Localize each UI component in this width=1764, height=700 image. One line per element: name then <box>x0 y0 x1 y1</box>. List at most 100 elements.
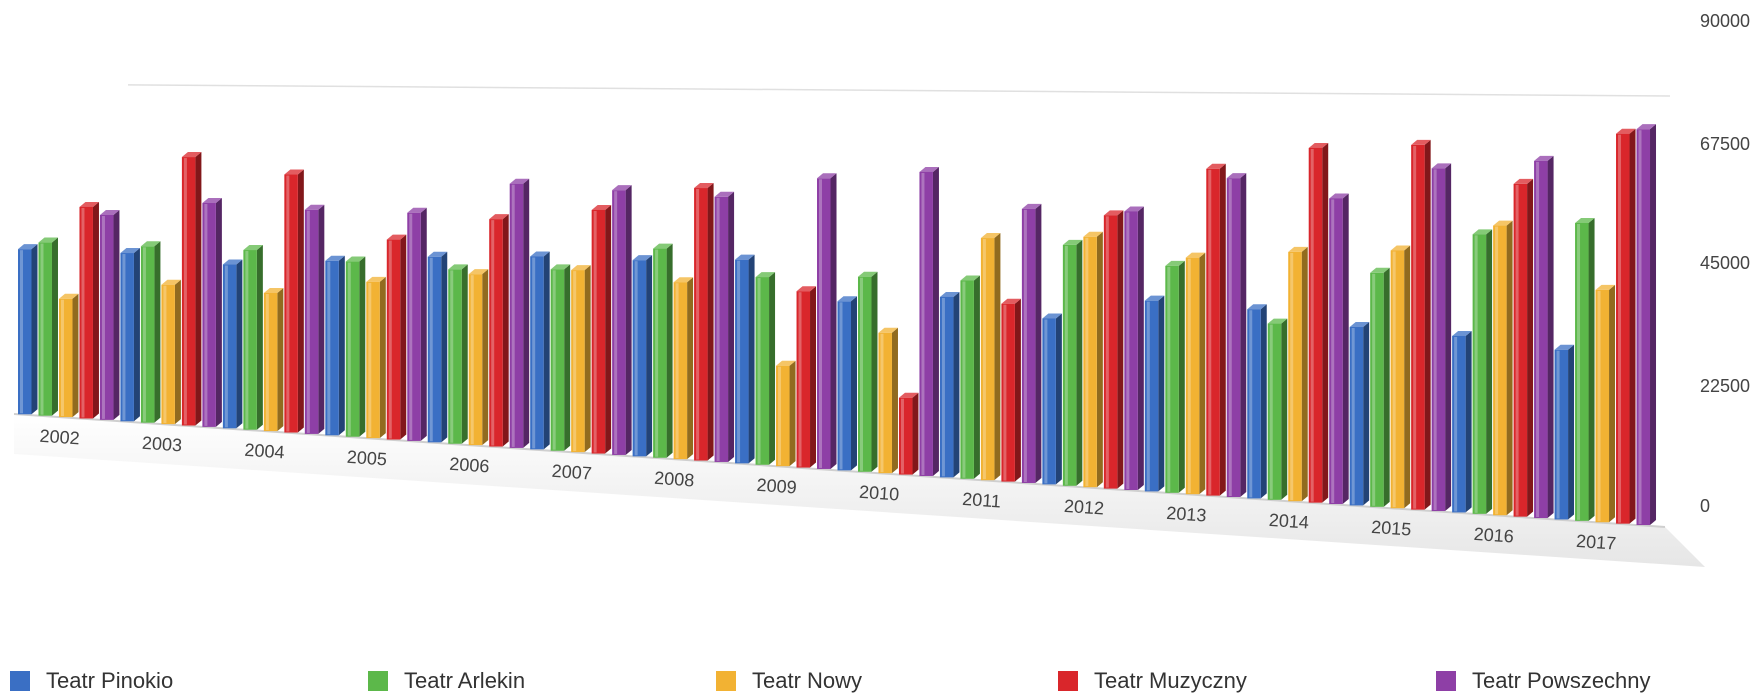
bar-teatr-pinokio-2007 <box>530 251 550 450</box>
bar-teatr-pinokio-2006 <box>427 251 448 443</box>
bar-teatr-pinokio-2003 <box>120 248 140 422</box>
chart-bars <box>18 124 1657 526</box>
bar-teatr-nowy-2010 <box>878 327 898 474</box>
bar-teatr-muzyczny-2004 <box>284 169 304 433</box>
bar-teatr-muzyczny-2005 <box>386 234 407 440</box>
legend-swatch-teatr-muzyczny <box>1058 671 1078 691</box>
bar-teatr-powszechny-2016 <box>1534 155 1554 519</box>
bar-teatr-powszechny-2010 <box>919 166 939 476</box>
bar-teatr-arlekin-2007 <box>550 264 571 451</box>
bar-teatr-arlekin-2014 <box>1267 318 1288 500</box>
bar-teatr-powszechny-2006 <box>509 178 530 448</box>
bar-teatr-pinokio-2009 <box>735 254 755 464</box>
bar-teatr-nowy-2008 <box>673 277 694 460</box>
bar-teatr-nowy-2005 <box>366 276 386 439</box>
bar-teatr-arlekin-2006 <box>448 264 468 444</box>
bar-teatr-powszechny-2012 <box>1124 206 1144 490</box>
bar-teatr-powszechny-2009 <box>817 173 837 469</box>
y-tick-22500: 22500 <box>1700 376 1750 396</box>
bar-teatr-powszechny-2017 <box>1636 124 1657 526</box>
bar-teatr-pinokio-2015 <box>1349 322 1370 506</box>
legend-swatch-teatr-arlekin <box>368 671 388 691</box>
bar-teatr-nowy-2007 <box>571 265 591 453</box>
bar-teatr-nowy-2016 <box>1493 220 1513 516</box>
legend-label-teatr-arlekin: Teatr Arlekin <box>404 668 526 693</box>
bar-teatr-powszechny-2013 <box>1226 173 1247 498</box>
x-axis-labels: 2002 2003 2004 2005 2006 2007 2008 2009 2010 2011… <box>39 426 1617 554</box>
x-tick-2004: 2004 <box>244 440 285 463</box>
y-tick-0: 0 <box>1700 496 1710 516</box>
chart: 2002 2003 2004 2005 2006 2007 2008 2009 2010 2011… <box>13 11 1750 567</box>
legend-item-teatr-muzyczny[interactable]: Teatr Muzyczny <box>1058 668 1247 694</box>
bar-teatr-arlekin-2003 <box>140 241 161 423</box>
bar-teatr-powszechny-2008 <box>714 191 735 462</box>
x-tick-2009: 2009 <box>756 475 797 498</box>
baseline <box>13 413 1666 528</box>
x-tick-2002: 2002 <box>39 426 80 449</box>
legend: Teatr Pinokio Teatr Arlekin Teatr Nowy T… <box>0 668 1764 700</box>
legend-label-teatr-pinokio: Teatr Pinokio <box>46 668 174 693</box>
bar-teatr-arlekin-2017 <box>1575 217 1595 521</box>
bar-teatr-nowy-2012 <box>1083 231 1103 488</box>
bar-teatr-powszechny-2005 <box>407 207 427 441</box>
bar-teatr-powszechny-2011 <box>1021 203 1042 483</box>
x-tick-2005: 2005 <box>346 447 387 470</box>
y-tick-67500: 67500 <box>1700 134 1750 154</box>
bar-teatr-nowy-2009 <box>776 360 796 467</box>
bar-teatr-arlekin-2010 <box>857 271 878 472</box>
bar-teatr-arlekin-2012 <box>1062 239 1083 486</box>
bar-teatr-nowy-2003 <box>161 279 181 425</box>
legend-swatch-teatr-pinokio <box>10 671 30 691</box>
legend-item-teatr-arlekin[interactable]: Teatr Arlekin <box>368 668 525 694</box>
x-tick-2006: 2006 <box>449 454 490 477</box>
bar-teatr-pinokio-2004 <box>222 259 243 429</box>
legend-item-teatr-powszechny[interactable]: Teatr Powszechny <box>1436 668 1651 694</box>
bar-teatr-muzyczny-2007 <box>591 204 612 454</box>
legend-label-teatr-muzyczny: Teatr Muzyczny <box>1094 668 1247 693</box>
legend-swatch-teatr-powszechny <box>1436 671 1456 691</box>
bar-teatr-arlekin-2004 <box>243 245 263 430</box>
x-tick-2008: 2008 <box>654 468 695 491</box>
x-tick-2007: 2007 <box>551 461 592 484</box>
bar-teatr-muzyczny-2002 <box>79 201 99 419</box>
bar-teatr-muzyczny-2015 <box>1411 139 1431 510</box>
bar-teatr-nowy-2017 <box>1595 284 1616 523</box>
legend-swatch-teatr-nowy <box>716 671 736 691</box>
legend-item-teatr-nowy[interactable]: Teatr Nowy <box>716 668 862 694</box>
chart-top-line <box>127 84 1671 97</box>
bar-teatr-muzyczny-2006 <box>489 214 509 447</box>
bar-teatr-nowy-2011 <box>980 233 1001 481</box>
bar-teatr-muzyczny-2003 <box>181 152 202 426</box>
bar-teatr-arlekin-2011 <box>960 275 980 479</box>
legend-label-teatr-nowy: Teatr Nowy <box>752 668 863 693</box>
bar-teatr-pinokio-2014 <box>1247 304 1267 499</box>
bar-teatr-nowy-2006 <box>468 269 489 446</box>
bar-teatr-powszechny-2003 <box>202 198 222 427</box>
bar-teatr-powszechny-2014 <box>1329 193 1349 505</box>
bar-teatr-pinokio-2016 <box>1452 330 1472 513</box>
bar-teatr-muzyczny-2013 <box>1206 163 1226 496</box>
bar-teatr-arlekin-2015 <box>1370 267 1390 507</box>
bar-teatr-muzyczny-2016 <box>1513 178 1534 517</box>
bar-teatr-pinokio-2013 <box>1144 295 1165 492</box>
bar-teatr-arlekin-2009 <box>755 272 776 465</box>
bar-teatr-nowy-2014 <box>1288 246 1308 502</box>
bar-teatr-nowy-2004 <box>263 287 284 432</box>
x-tick-2011: 2011 <box>962 489 1002 512</box>
bar-teatr-pinokio-2008 <box>632 255 653 457</box>
x-tick-2016: 2016 <box>1473 524 1514 547</box>
y-axis-labels: 90000 67500 45000 22500 0 <box>1700 11 1750 516</box>
x-tick-2017: 2017 <box>1576 531 1617 554</box>
x-tick-2010: 2010 <box>858 482 899 505</box>
bar-teatr-powszechny-2004 <box>304 204 325 434</box>
bar-teatr-arlekin-2008 <box>653 243 673 458</box>
legend-item-teatr-pinokio[interactable]: Teatr Pinokio <box>10 668 173 694</box>
bar-teatr-powszechny-2002 <box>99 210 120 420</box>
y-tick-90000: 90000 <box>1700 11 1750 31</box>
bar-teatr-arlekin-2013 <box>1165 260 1185 493</box>
y-tick-45000: 45000 <box>1700 253 1750 273</box>
bar-teatr-arlekin-2016 <box>1472 229 1493 514</box>
bar-teatr-muzyczny-2011 <box>1001 298 1021 482</box>
bar-teatr-muzyczny-2014 <box>1308 142 1329 503</box>
bar-teatr-arlekin-2005 <box>345 256 366 437</box>
